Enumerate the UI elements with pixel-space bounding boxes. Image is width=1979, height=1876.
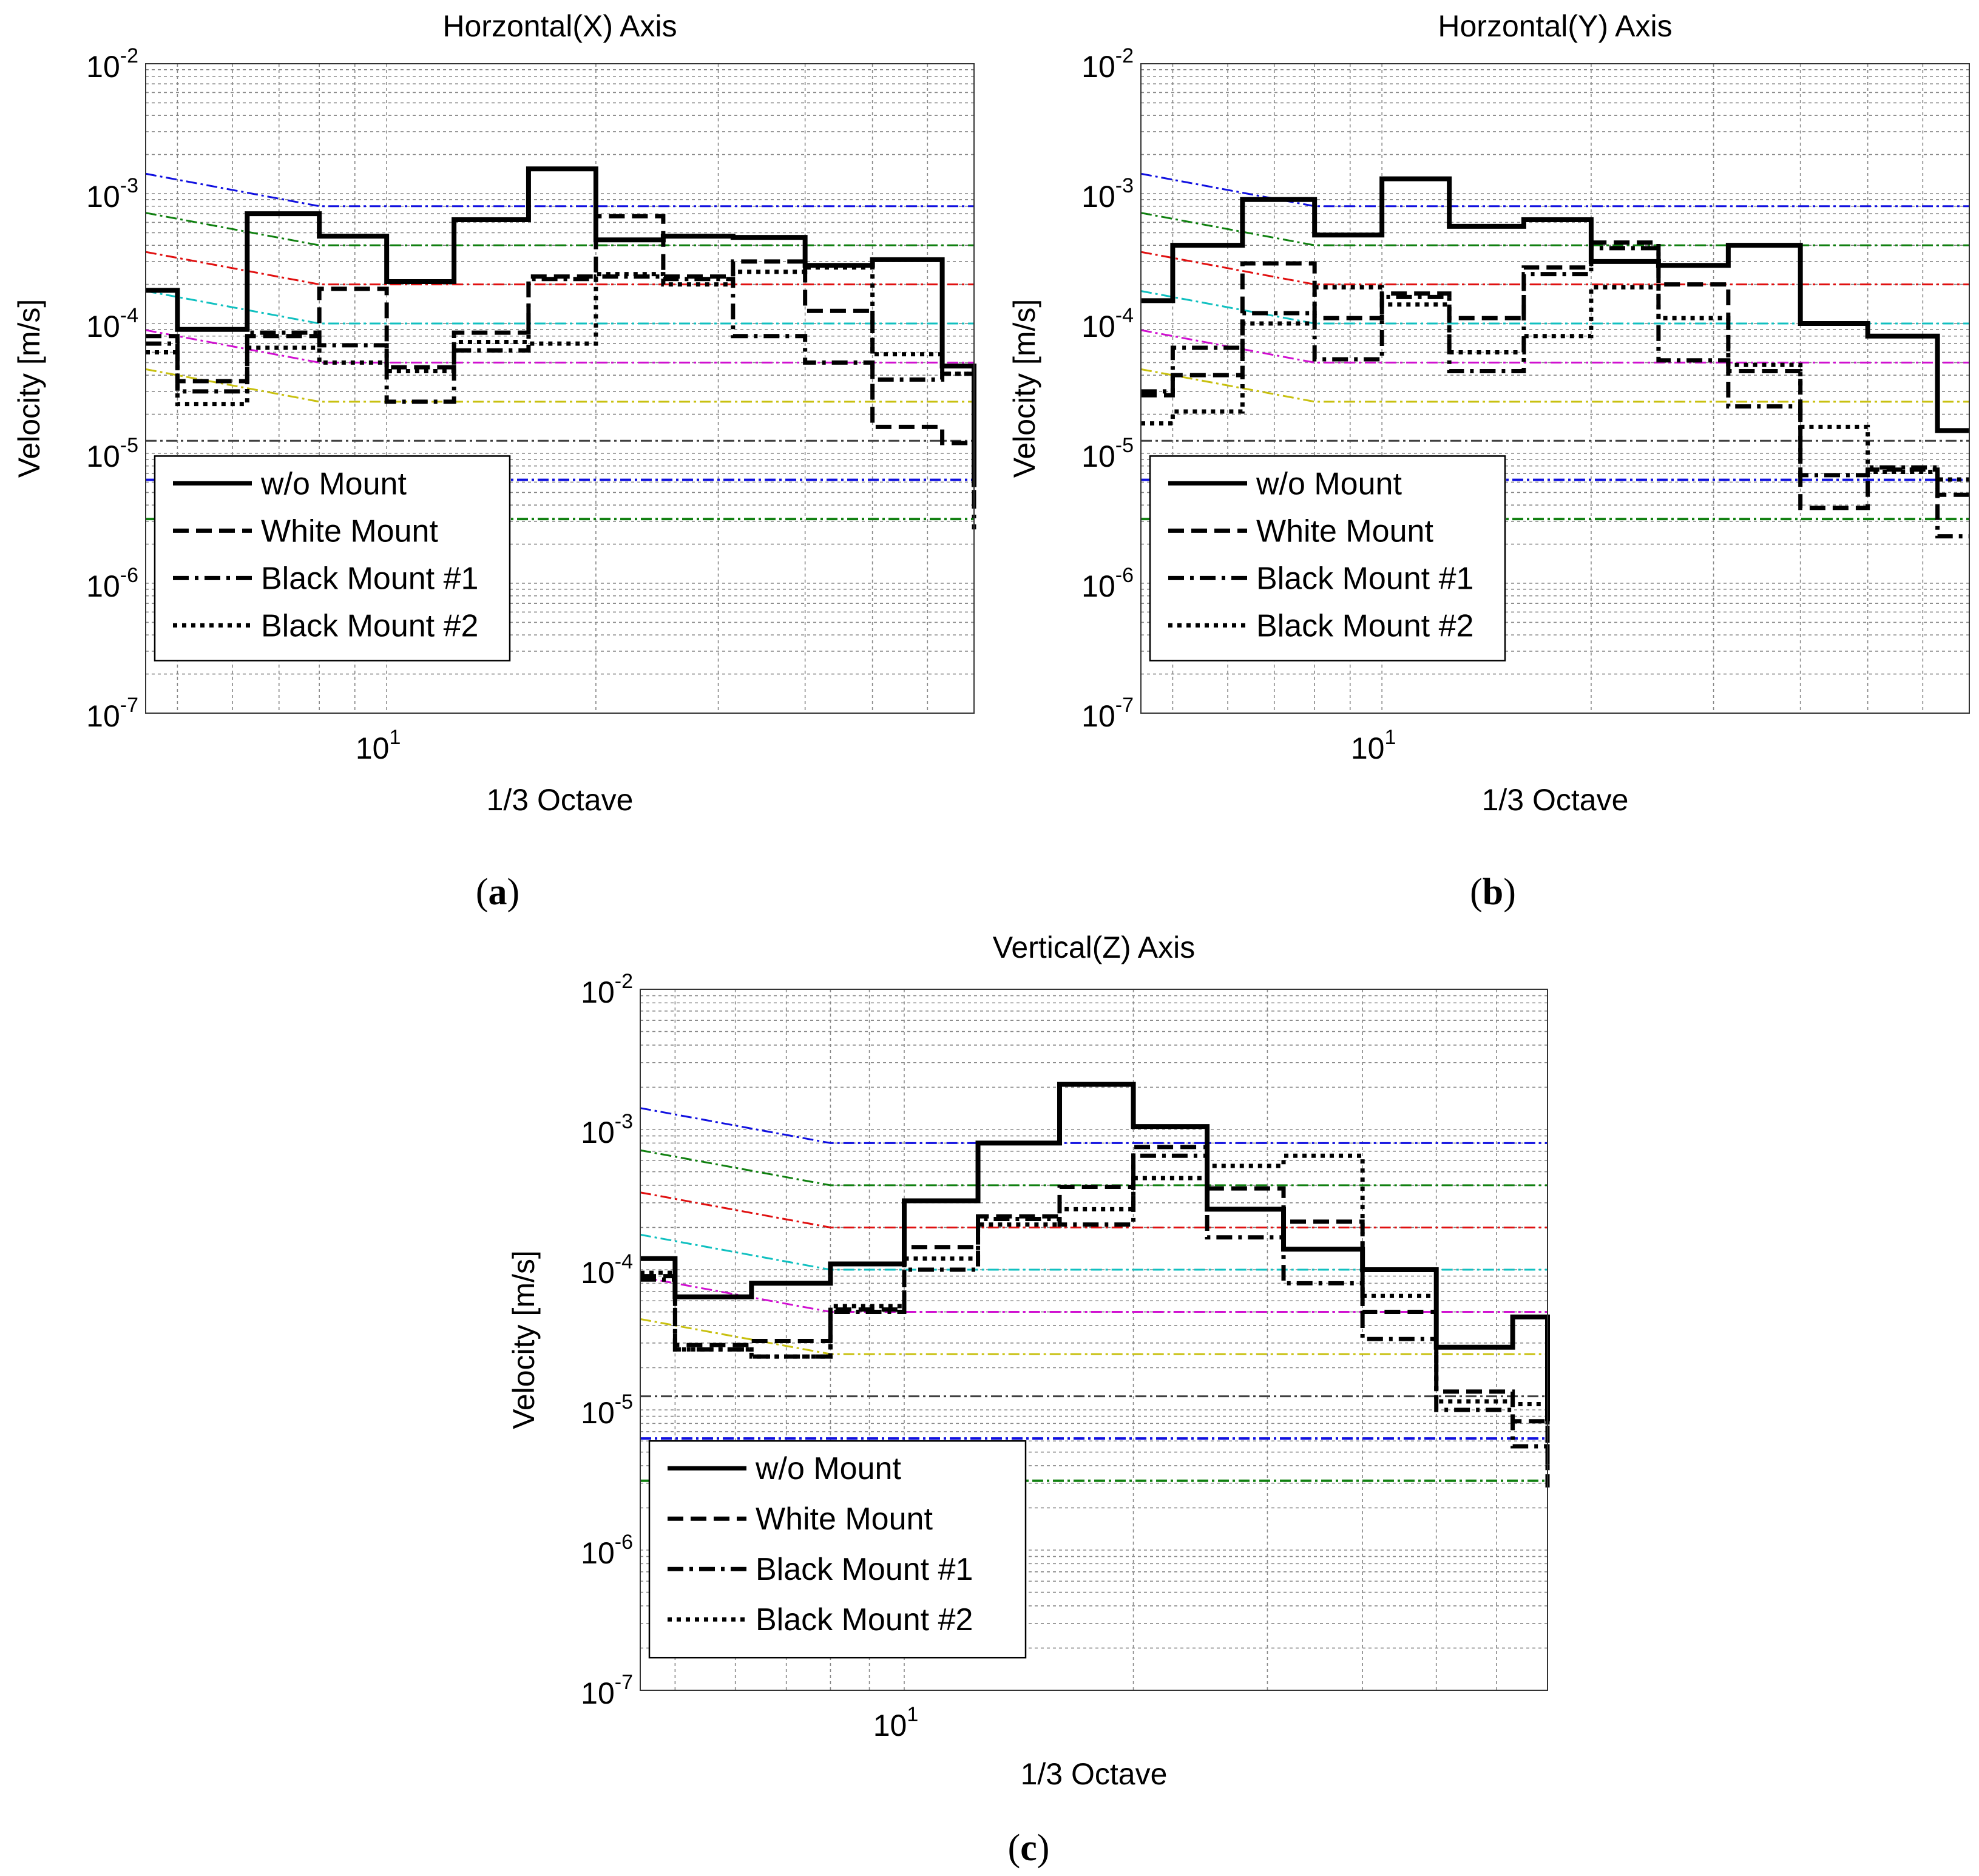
- y-tick-label: 10-3: [581, 1110, 633, 1150]
- y-tick-label: 10-6: [581, 1531, 633, 1570]
- legend-label: w/o Mount: [260, 466, 407, 501]
- x-tick-label: 101: [873, 1703, 919, 1742]
- criterion-curve: [640, 1191, 1548, 1228]
- y-tick-label: 10-4: [86, 304, 138, 344]
- y-tick-label: 10-7: [86, 694, 138, 733]
- y-tick-label: 10-4: [1081, 304, 1134, 344]
- criterion-curve: [640, 1107, 1548, 1144]
- legend: w/o Mount White Mount Black Mount #1 Black …: [154, 455, 511, 662]
- chart-title: Horzontal(Y) Axis: [1438, 9, 1672, 43]
- legend-label: Black Mount #1: [261, 561, 478, 596]
- legend-label: Black Mount #1: [756, 1552, 973, 1587]
- x-tick-label: 101: [356, 726, 401, 765]
- y-tick-label: 10-7: [581, 1671, 633, 1710]
- y-tick-label: 10-5: [1081, 434, 1134, 473]
- x-axis-label: 1/3 Octave: [1482, 783, 1629, 817]
- criterion-curve: [1140, 290, 1969, 325]
- legend-box: [648, 1440, 1027, 1659]
- legend-label: w/o Mount: [755, 1451, 901, 1486]
- criterion-curve: [1140, 368, 1969, 403]
- y-tick-label: 10-4: [581, 1250, 633, 1290]
- chart-title: Vertical(Z) Axis: [993, 930, 1195, 964]
- series-white-mount: [1141, 240, 1969, 510]
- legend-label: w/o Mount: [1256, 466, 1402, 501]
- plot-frame: [640, 989, 1548, 1691]
- legend-label: Black Mount #2: [1256, 608, 1473, 643]
- criterion-curve: [1140, 329, 1969, 364]
- y-tick-label: 10-5: [86, 434, 138, 473]
- criterion-curve: [145, 368, 974, 403]
- legend-box: [1149, 455, 1506, 662]
- legend: w/o Mount White Mount Black Mount #1 Black …: [648, 1440, 1027, 1659]
- series-black-mount-2: [146, 265, 976, 484]
- x-axis-label: 1/3 Octave: [487, 783, 634, 817]
- chart-a: 10-7 10-6 10-5 10-4 10-3 10-2 101 Horzontal(X) …: [12, 9, 976, 913]
- plot-frame: [145, 63, 975, 714]
- legend-label: White Mount: [261, 513, 438, 549]
- chart-b: 10-7 10-6 10-5 10-4 10-3 10-2 101 Horzontal(Y) …: [1007, 9, 1970, 913]
- y-axis-label: Velocity [m/s]: [12, 299, 46, 478]
- criterion-curve: [145, 212, 974, 246]
- y-tick-label: 10-6: [86, 564, 138, 603]
- y-tick-label: 10-3: [86, 174, 138, 214]
- panel-label: (c): [1008, 1827, 1050, 1869]
- panel-label: (b): [1470, 872, 1516, 913]
- panel-label: (a): [476, 872, 519, 913]
- plot-frame: [1140, 63, 1970, 714]
- y-axis-label: Velocity [m/s]: [1007, 299, 1041, 478]
- chart-title: Horzontal(X) Axis: [442, 9, 677, 43]
- legend-label: White Mount: [756, 1502, 933, 1537]
- criterion-curve: [145, 251, 974, 286]
- series-white-mount: [146, 214, 976, 495]
- criterion-curve: [145, 290, 974, 325]
- series-black-mount-2: [640, 1153, 1550, 1474]
- series-black-mount-2: [1141, 285, 1969, 482]
- series-black-mount-1: [1141, 246, 1969, 539]
- x-axis-label: 1/3 Octave: [1021, 1757, 1168, 1791]
- criterion-curve: [1140, 251, 1969, 286]
- legend-label: White Mount: [1256, 513, 1433, 549]
- y-tick-label: 10-7: [1081, 694, 1134, 733]
- criterion-curve: [145, 172, 974, 208]
- y-tick-label: 10-2: [86, 44, 138, 84]
- series-w-o-mount: [146, 166, 976, 487]
- criterion-curve: [1140, 172, 1969, 208]
- x-tick-label: 101: [1351, 726, 1396, 765]
- legend: w/o Mount White Mount Black Mount #1 Black …: [1149, 455, 1506, 662]
- series-w-o-mount: [1141, 176, 1969, 433]
- legend-label: Black Mount #2: [261, 608, 478, 643]
- y-tick-label: 10-2: [581, 970, 633, 1009]
- chart-c: 10-7 10-6 10-5 10-4 10-3 10-2 101 Vertical(Z) A…: [507, 930, 1550, 1869]
- y-tick-label: 10-3: [1081, 174, 1134, 214]
- y-tick-label: 10-2: [1081, 44, 1134, 84]
- criterion-curve: [640, 1149, 1548, 1187]
- y-tick-label: 10-5: [581, 1390, 633, 1430]
- legend-label: Black Mount #2: [756, 1602, 973, 1637]
- legend-label: Black Mount #1: [1256, 561, 1473, 596]
- y-axis-label: Velocity [m/s]: [507, 1250, 541, 1429]
- legend-box: [154, 455, 511, 662]
- y-tick-label: 10-6: [1081, 564, 1134, 603]
- criterion-curve: [145, 329, 974, 364]
